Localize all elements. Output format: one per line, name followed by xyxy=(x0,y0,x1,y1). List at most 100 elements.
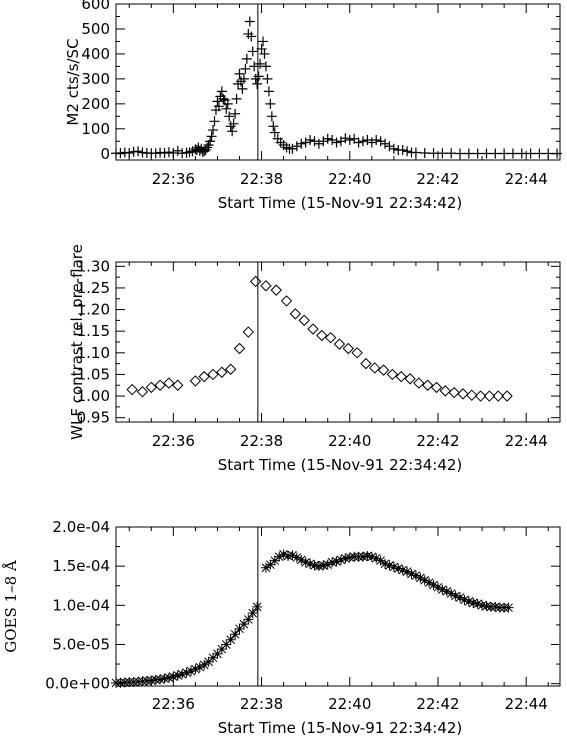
data-point xyxy=(410,147,421,158)
data-point xyxy=(154,379,166,391)
data-point xyxy=(266,111,277,122)
data-point xyxy=(259,48,270,59)
x-tick-label: 22:42 xyxy=(416,695,459,713)
data-point xyxy=(388,561,399,572)
data-point xyxy=(224,111,235,122)
data-point xyxy=(413,377,425,389)
data-point xyxy=(296,138,307,149)
data-point xyxy=(227,126,238,137)
data-point xyxy=(393,563,404,574)
data-point xyxy=(221,639,232,650)
data-point xyxy=(155,674,166,685)
y-tick-label: 5.0e-05 xyxy=(52,635,110,653)
data-point xyxy=(525,148,536,159)
wlf-contrast-panel: 22:36 22:38 22:40 22:42 22:44 0.95 1.00 1.05 1.1… xyxy=(68,244,561,474)
data-point xyxy=(483,390,496,402)
y-tick-label: 0.0e+00 xyxy=(45,675,110,693)
data-point xyxy=(446,148,457,159)
data-point xyxy=(260,280,272,292)
data-point xyxy=(380,138,391,149)
x-tick-label: 22:42 xyxy=(416,432,459,450)
data-point xyxy=(168,671,179,682)
data-point xyxy=(298,314,310,327)
data-point xyxy=(402,566,413,577)
data-point xyxy=(552,148,563,159)
data-point xyxy=(424,577,435,588)
data-point xyxy=(375,136,386,147)
data-point xyxy=(234,68,245,79)
data-point xyxy=(327,135,338,146)
data-point xyxy=(208,652,219,663)
data-point xyxy=(296,554,307,565)
data-point xyxy=(136,386,149,398)
data-point xyxy=(344,135,355,146)
data-point xyxy=(280,295,293,307)
data-point xyxy=(342,342,354,355)
data-point xyxy=(213,101,224,112)
data-point xyxy=(340,553,351,564)
x-axis-title: Start Time (15-Nov-91 22:34:42) xyxy=(218,719,463,737)
data-point xyxy=(415,572,426,583)
y-tick-label: 300 xyxy=(81,70,110,88)
data-point xyxy=(168,148,179,159)
data-point xyxy=(450,590,461,601)
data-point xyxy=(499,148,510,159)
data-point xyxy=(419,575,430,586)
data-point xyxy=(150,148,161,159)
x-tick-label: 22:38 xyxy=(240,432,283,450)
data-point xyxy=(322,133,333,144)
x-axis-title: Start Time (15-Nov-91 22:34:42) xyxy=(218,456,463,474)
y-tick-label: 400 xyxy=(81,45,110,63)
data-point xyxy=(185,666,196,677)
data-point xyxy=(300,557,311,568)
data-point xyxy=(246,31,257,42)
data-point xyxy=(404,373,416,385)
y-tick-label: 100 xyxy=(81,120,110,138)
data-point xyxy=(268,121,279,132)
data-point xyxy=(205,136,216,147)
data-point xyxy=(258,36,269,47)
data-point xyxy=(375,555,386,566)
data-point xyxy=(437,584,448,595)
data-point xyxy=(225,634,236,645)
data-point xyxy=(163,147,174,158)
x-tick-label: 22:44 xyxy=(505,432,548,450)
data-point xyxy=(238,619,249,630)
data-point xyxy=(459,594,470,605)
data-point xyxy=(448,386,460,399)
data-point xyxy=(477,600,488,611)
data-point xyxy=(457,388,469,400)
x-tick-label: 22:40 xyxy=(328,432,371,450)
data-point xyxy=(159,673,170,684)
data-point xyxy=(269,555,280,566)
x-tick-label: 22:42 xyxy=(416,170,459,188)
data-point xyxy=(360,357,372,370)
y-tick-label: 0.95 xyxy=(77,409,110,427)
x-tick-label: 22:36 xyxy=(152,170,195,188)
data-point xyxy=(316,329,328,342)
plot-frame xyxy=(115,261,561,423)
data-point xyxy=(437,148,448,159)
data-point xyxy=(233,342,246,355)
data-point xyxy=(291,141,302,152)
data-point xyxy=(291,552,302,563)
data-point xyxy=(463,596,474,607)
data-point xyxy=(441,586,452,597)
data-point xyxy=(172,379,184,391)
data-point xyxy=(481,148,492,159)
data-point xyxy=(501,390,513,402)
y-tick-label: 1.30 xyxy=(77,257,110,275)
data-point xyxy=(406,568,417,579)
data-point xyxy=(269,127,280,138)
x-tick-label: 22:40 xyxy=(328,695,371,713)
data-point xyxy=(262,73,273,84)
data-point xyxy=(244,16,255,27)
data-point xyxy=(274,551,285,562)
data-point xyxy=(287,550,298,561)
data-point xyxy=(421,379,434,391)
data-point xyxy=(474,390,487,402)
data-point xyxy=(278,549,289,560)
data-point xyxy=(199,659,210,670)
data-point xyxy=(283,550,294,561)
data-point xyxy=(503,602,514,613)
